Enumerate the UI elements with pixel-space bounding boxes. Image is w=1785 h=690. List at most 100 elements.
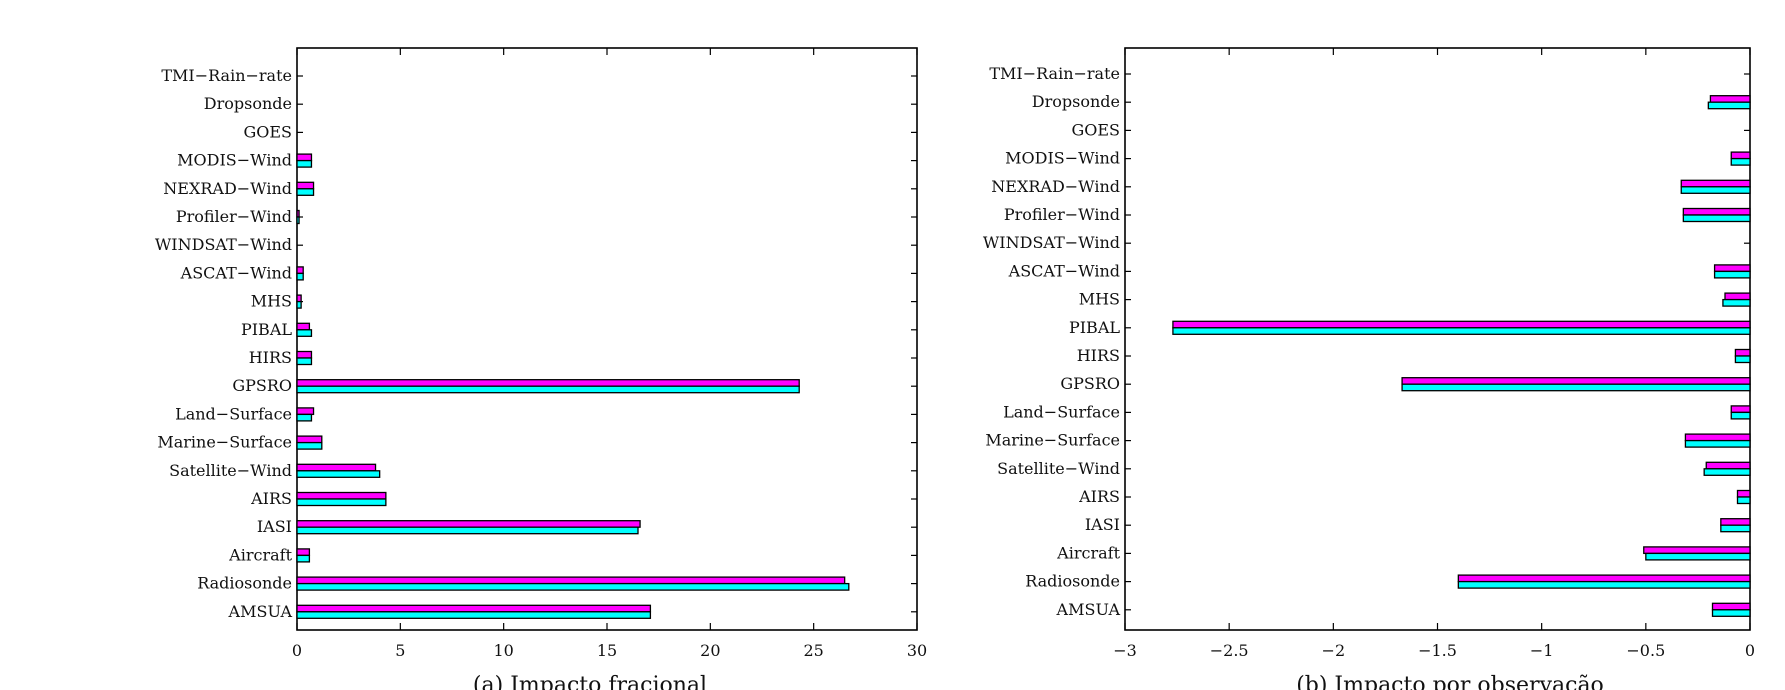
bar-series-1 xyxy=(296,300,302,309)
bar-series-0 xyxy=(1682,207,1751,216)
category-label: Radiosonde xyxy=(197,574,292,593)
x-tick-label: −1.5 xyxy=(1418,641,1457,660)
bar-series-1 xyxy=(296,441,323,450)
bar-series-1 xyxy=(296,188,315,196)
bar-series-0 xyxy=(296,153,313,162)
bar-series-0 xyxy=(296,407,315,416)
bar-series-0 xyxy=(1730,405,1751,414)
bar-series-1 xyxy=(296,470,381,478)
category-label: Dropsonde xyxy=(204,94,292,113)
bar-series-0 xyxy=(1720,518,1751,526)
bar-series-1 xyxy=(1680,186,1751,194)
category-label: PIBAL xyxy=(241,320,292,339)
category-label: GOES xyxy=(243,122,292,141)
bar-series-1 xyxy=(1707,101,1751,110)
bar-series-0 xyxy=(296,350,313,359)
bar-series-0 xyxy=(1734,348,1751,357)
x-tick-label: −3 xyxy=(1113,641,1137,660)
category-label: Radiosonde xyxy=(1025,572,1120,591)
bar-series-1 xyxy=(296,526,639,535)
category-label: Aircraft xyxy=(228,545,292,564)
plot-frame xyxy=(1124,47,1751,631)
x-tick-label: 10 xyxy=(493,641,513,660)
bar-series-0 xyxy=(296,604,652,613)
category-label: Dropsonde xyxy=(1032,92,1120,111)
bar-series-1 xyxy=(1730,157,1751,166)
x-tick-label: 0 xyxy=(292,641,302,660)
bar-series-0 xyxy=(1643,546,1751,555)
bar-series-0 xyxy=(1684,433,1751,442)
category-label: WINDSAT−Wind xyxy=(155,235,292,254)
x-tick-label: 25 xyxy=(803,641,823,660)
category-label: Profiler−Wind xyxy=(1004,205,1120,224)
bar-series-0 xyxy=(1713,264,1751,273)
category-label: Profiler−Wind xyxy=(176,207,292,226)
x-tick-label: 20 xyxy=(700,641,720,660)
bar-series-0 xyxy=(296,181,315,190)
category-label: ASCAT−Wind xyxy=(180,263,292,282)
bar-series-1 xyxy=(296,159,313,168)
bar-series-0 xyxy=(296,463,377,472)
category-label: MODIS−Wind xyxy=(177,151,292,170)
category-label: AIRS xyxy=(1078,487,1120,506)
category-label: WINDSAT−Wind xyxy=(983,233,1120,252)
bar-series-1 xyxy=(296,582,850,591)
bar-series-0 xyxy=(1730,151,1751,160)
category-label: PIBAL xyxy=(1069,318,1120,337)
bar-series-0 xyxy=(1709,95,1751,103)
bar-series-0 xyxy=(1724,292,1751,301)
category-label: AMSUA xyxy=(1056,600,1121,619)
category-label: HIRS xyxy=(249,348,292,367)
bar-series-0 xyxy=(1711,602,1751,611)
category-label: AMSUA xyxy=(228,602,293,621)
bar-series-1 xyxy=(296,554,311,563)
category-label: HIRS xyxy=(1077,346,1120,365)
bar-series-0 xyxy=(296,209,300,218)
bar-series-1 xyxy=(296,611,652,619)
bar-series-0 xyxy=(296,491,387,500)
bar-series-0 xyxy=(296,322,311,331)
bar-series-1 xyxy=(1711,609,1751,617)
bar-series-0 xyxy=(1705,461,1751,470)
bar-series-1 xyxy=(1720,524,1751,533)
bar-series-1 xyxy=(1172,327,1751,335)
bar-series-1 xyxy=(296,385,800,394)
bar-series-1 xyxy=(296,357,313,366)
bar-series-1 xyxy=(1730,411,1751,420)
bar-series-0 xyxy=(1457,574,1751,583)
x-tick-label: −2 xyxy=(1322,641,1346,660)
category-label: MHS xyxy=(251,292,292,311)
bar-series-1 xyxy=(1684,439,1751,448)
category-label: Marine−Surface xyxy=(157,433,292,452)
bar-series-0 xyxy=(1680,179,1751,188)
bar-series-1 xyxy=(296,413,313,422)
category-label: Land−Surface xyxy=(1003,402,1120,421)
bar-series-1 xyxy=(1401,383,1751,392)
x-tick-label: −2.5 xyxy=(1210,641,1249,660)
category-label: NEXRAD−Wind xyxy=(991,177,1120,196)
bar-series-1 xyxy=(1645,552,1751,561)
bar-series-0 xyxy=(296,520,641,528)
x-tick-label: 0 xyxy=(1745,641,1755,660)
bar-series-0 xyxy=(296,435,323,444)
category-label: Satellite−Wind xyxy=(169,461,292,480)
bar-series-0 xyxy=(1401,377,1751,385)
category-label: AIRS xyxy=(250,489,292,508)
bar-series-0 xyxy=(296,379,800,387)
category-label: TMI−Rain−rate xyxy=(161,66,292,85)
bar-series-0 xyxy=(296,576,846,585)
x-tick-label: 15 xyxy=(597,641,617,660)
bar-series-1 xyxy=(296,329,313,337)
category-label: GPSRO xyxy=(1060,374,1120,393)
x-tick-label: 5 xyxy=(395,641,405,660)
bar-series-1 xyxy=(1734,355,1751,364)
panel-caption: (a) Impacto fracional xyxy=(473,673,707,690)
plot-frame xyxy=(296,47,918,631)
category-label: Aircraft xyxy=(1056,543,1120,562)
bar-series-1 xyxy=(1703,468,1751,476)
x-tick-label: −1 xyxy=(1530,641,1554,660)
bar-series-0 xyxy=(296,548,311,557)
bar-series-1 xyxy=(1722,298,1751,307)
bar-series-1 xyxy=(1713,270,1751,279)
